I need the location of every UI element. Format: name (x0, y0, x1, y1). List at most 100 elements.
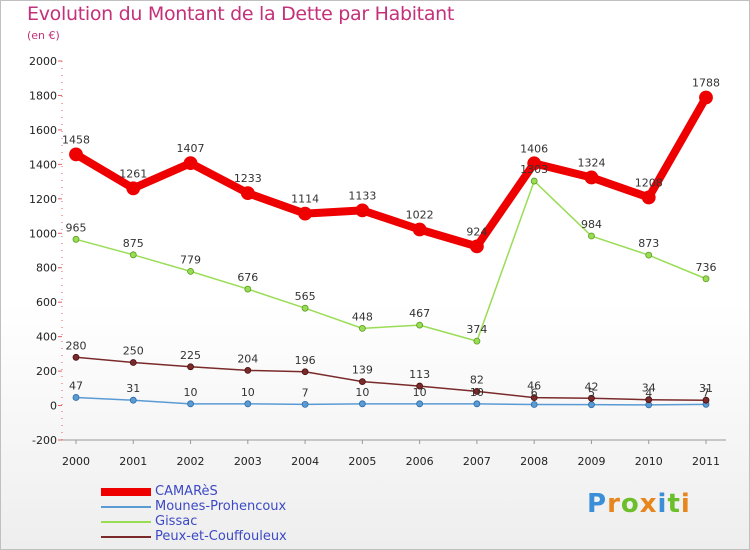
data-label-camares: 1233 (234, 172, 262, 185)
legend-item-peux-et-couffouleux[interactable]: Peux-et-Couffouleux (101, 529, 287, 544)
y-tick-label: 1600 (29, 124, 57, 137)
y-tick-label: 1000 (29, 227, 57, 240)
x-tick-label: 2011 (692, 455, 720, 468)
data-point-gissac (416, 321, 424, 329)
series-mounes-prohencoux (72, 394, 710, 409)
data-point-camares (183, 156, 198, 171)
x-tick-label: 2005 (348, 455, 376, 468)
data-point-camares (470, 239, 484, 254)
series-peux-et-couffouleux (72, 353, 710, 404)
x-tick-label: 2002 (177, 455, 205, 468)
data-label-mounes-prohencoux: 5 (588, 387, 595, 400)
x-tick-label: 2000 (62, 455, 90, 468)
data-label-camares: 1407 (177, 142, 205, 155)
data-label-gissac: 965 (66, 221, 87, 234)
data-point-mounes-prohencoux (301, 400, 309, 408)
legend-item-gissac[interactable]: Gissac (101, 514, 287, 529)
y-tick-label: 1800 (29, 89, 57, 102)
series-camares (69, 90, 713, 254)
y-tick-label: 2000 (29, 55, 57, 68)
data-label-peux-et-couffouleux: 42 (584, 380, 598, 393)
line-chart: -200 0 200 400 600 800 1000 1200 1400 1600 1800 200… (29, 55, 726, 468)
data-point-camares (699, 90, 713, 105)
data-label-gissac: 1303 (520, 163, 548, 176)
data-point-mounes-prohencoux (473, 400, 481, 408)
data-label-gissac: 676 (237, 271, 258, 284)
data-label-mounes-prohencoux: 10 (241, 386, 255, 399)
data-label-gissac: 984 (581, 218, 602, 231)
data-point-gissac (588, 232, 595, 240)
legend-swatch-camares (101, 487, 151, 496)
data-label-peux-et-couffouleux: 31 (699, 382, 713, 395)
data-label-mounes-prohencoux: 7 (703, 386, 710, 399)
data-point-peux-et-couffouleux (588, 394, 595, 402)
y-tick-label: 800 (36, 262, 57, 275)
data-point-camares (69, 147, 83, 162)
labels-layer: 1458 1261 1407 1233 1114 1133 1022 924 1406 1324 1… (62, 77, 720, 400)
data-point-camares (355, 203, 370, 218)
data-label-camares: 1022 (406, 208, 434, 221)
logo-letter: P (587, 489, 608, 519)
x-tick-label: 2003 (234, 455, 262, 468)
data-label-peux-et-couffouleux: 113 (409, 368, 430, 381)
data-label-gissac: 467 (409, 307, 430, 320)
x-tick-label: 2006 (406, 455, 434, 468)
data-label-mounes-prohencoux: 10 (355, 386, 369, 399)
data-label-gissac: 736 (696, 261, 717, 274)
legend-swatch-peux-et-couffouleux (101, 535, 151, 538)
data-label-mounes-prohencoux: 10 (413, 386, 427, 399)
legend-label-gissac: Gissac (155, 514, 198, 529)
data-label-gissac: 779 (180, 253, 201, 266)
data-point-gissac (244, 285, 252, 293)
data-label-peux-et-couffouleux: 250 (123, 344, 144, 357)
data-point-mounes-prohencoux (358, 400, 366, 408)
data-label-camares: 924 (466, 225, 487, 238)
data-label-camares: 1133 (348, 189, 376, 202)
data-point-gissac (530, 177, 538, 185)
legend-swatch-mounes-prohencoux (101, 505, 151, 508)
x-tick-label: 2009 (577, 455, 605, 468)
data-point-peux-et-couffouleux (72, 353, 80, 361)
logo-letter: i (657, 489, 668, 519)
data-point-peux-et-couffouleux (244, 367, 252, 374)
series-line-peux-et-couffouleux (75, 356, 707, 401)
y-tick-label: 600 (36, 296, 57, 309)
data-point-peux-et-couffouleux (301, 368, 309, 376)
proxiti-logo: Proxiti (587, 489, 691, 519)
data-label-peux-et-couffouleux: 196 (295, 354, 316, 367)
data-point-peux-et-couffouleux (129, 359, 137, 366)
data-label-mounes-prohencoux: 7 (302, 386, 309, 399)
data-point-peux-et-couffouleux (473, 388, 481, 395)
data-label-mounes-prohencoux: 4 (645, 387, 652, 400)
chart-subtitle: (en €) (27, 29, 60, 42)
data-label-gissac: 873 (638, 237, 659, 250)
data-point-camares (412, 222, 427, 237)
data-label-peux-et-couffouleux: 46 (527, 380, 541, 393)
x-tick-label: 2007 (463, 455, 491, 468)
data-label-peux-et-couffouleux: 204 (237, 352, 258, 365)
y-tick-label: 200 (36, 365, 57, 378)
data-label-camares: 1788 (692, 77, 720, 90)
data-point-mounes-prohencoux (187, 400, 194, 408)
data-point-peux-et-couffouleux (645, 396, 653, 404)
data-point-peux-et-couffouleux (187, 363, 194, 371)
x-tick-label: 2001 (119, 455, 147, 468)
data-label-peux-et-couffouleux: 82 (470, 373, 484, 386)
y-tick-label: 1400 (29, 158, 57, 171)
legend-swatch-gissac (101, 520, 151, 523)
data-label-mounes-prohencoux: 10 (184, 386, 198, 399)
logo-letter: o (620, 489, 640, 519)
data-label-peux-et-couffouleux: 34 (642, 382, 656, 395)
data-point-mounes-prohencoux (129, 396, 137, 404)
data-point-peux-et-couffouleux (416, 382, 424, 390)
data-point-peux-et-couffouleux (702, 396, 710, 404)
legend-label-peux-et-couffouleux: Peux-et-Couffouleux (155, 529, 287, 544)
legend-item-mounes-prohencoux[interactable]: Mounes-Prohencoux (101, 499, 287, 514)
series-line-mounes-prohencoux (75, 396, 707, 406)
legend-item-camares[interactable]: CAMARèS (101, 484, 287, 499)
data-point-camares (126, 181, 141, 196)
logo-letter: i (680, 489, 691, 519)
data-point-gissac (187, 267, 194, 275)
data-point-gissac (473, 337, 481, 345)
data-point-gissac (358, 324, 366, 332)
